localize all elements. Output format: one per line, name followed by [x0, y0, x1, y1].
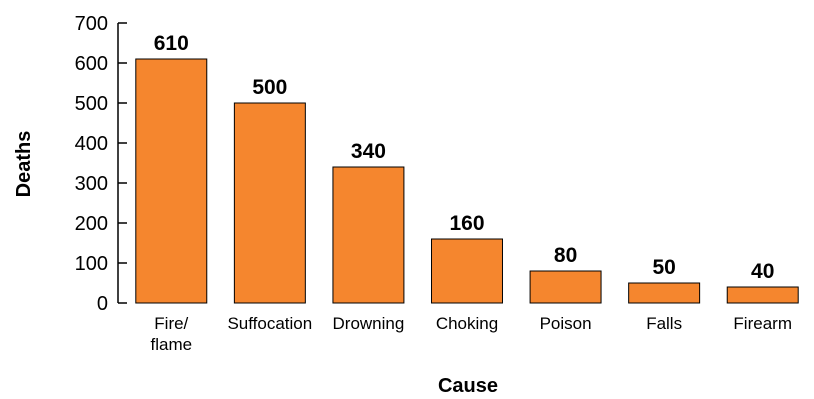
y-tick-label: 300	[75, 173, 108, 195]
y-tick-label: 500	[75, 93, 108, 115]
y-tick-label: 100	[75, 253, 108, 275]
y-tick-label: 400	[75, 133, 108, 155]
bar	[529, 270, 602, 304]
y-tick-label: 0	[97, 293, 108, 315]
axis-layer: 0 100 200 300 400 500 600 700	[75, 13, 127, 315]
data-label: 80	[554, 244, 577, 267]
bar	[135, 58, 208, 304]
data-label: 500	[252, 76, 287, 99]
y-tick-label: 200	[75, 213, 108, 235]
bars-layer	[135, 58, 799, 304]
y-axis-title: Deaths	[13, 131, 35, 198]
data-label: 40	[751, 260, 774, 283]
x-tick-label: Poison	[540, 314, 592, 333]
data-label: 340	[351, 140, 386, 163]
bar	[628, 282, 701, 304]
labels-layer: 610 Fire/flame 500 Suffocation 340 Drowning 16…	[150, 32, 791, 354]
x-tick-label: Suffocation	[227, 314, 312, 333]
bar	[431, 238, 503, 304]
x-tick-label: Choking	[436, 314, 498, 333]
x-tick-label: Fire/flame	[150, 314, 192, 354]
data-label: 610	[154, 32, 189, 55]
bar	[233, 102, 306, 304]
y-tick-label: 600	[75, 53, 108, 75]
data-label: 50	[652, 256, 675, 279]
bar	[726, 286, 799, 304]
bar	[332, 166, 405, 304]
x-tick-label: Firearm	[733, 314, 792, 333]
x-tick-label: Drowning	[333, 314, 405, 333]
x-axis-title: Cause	[438, 375, 498, 397]
y-tick-label: 700	[75, 13, 108, 35]
x-tick-label: Falls	[646, 314, 682, 333]
data-label: 160	[449, 212, 484, 235]
